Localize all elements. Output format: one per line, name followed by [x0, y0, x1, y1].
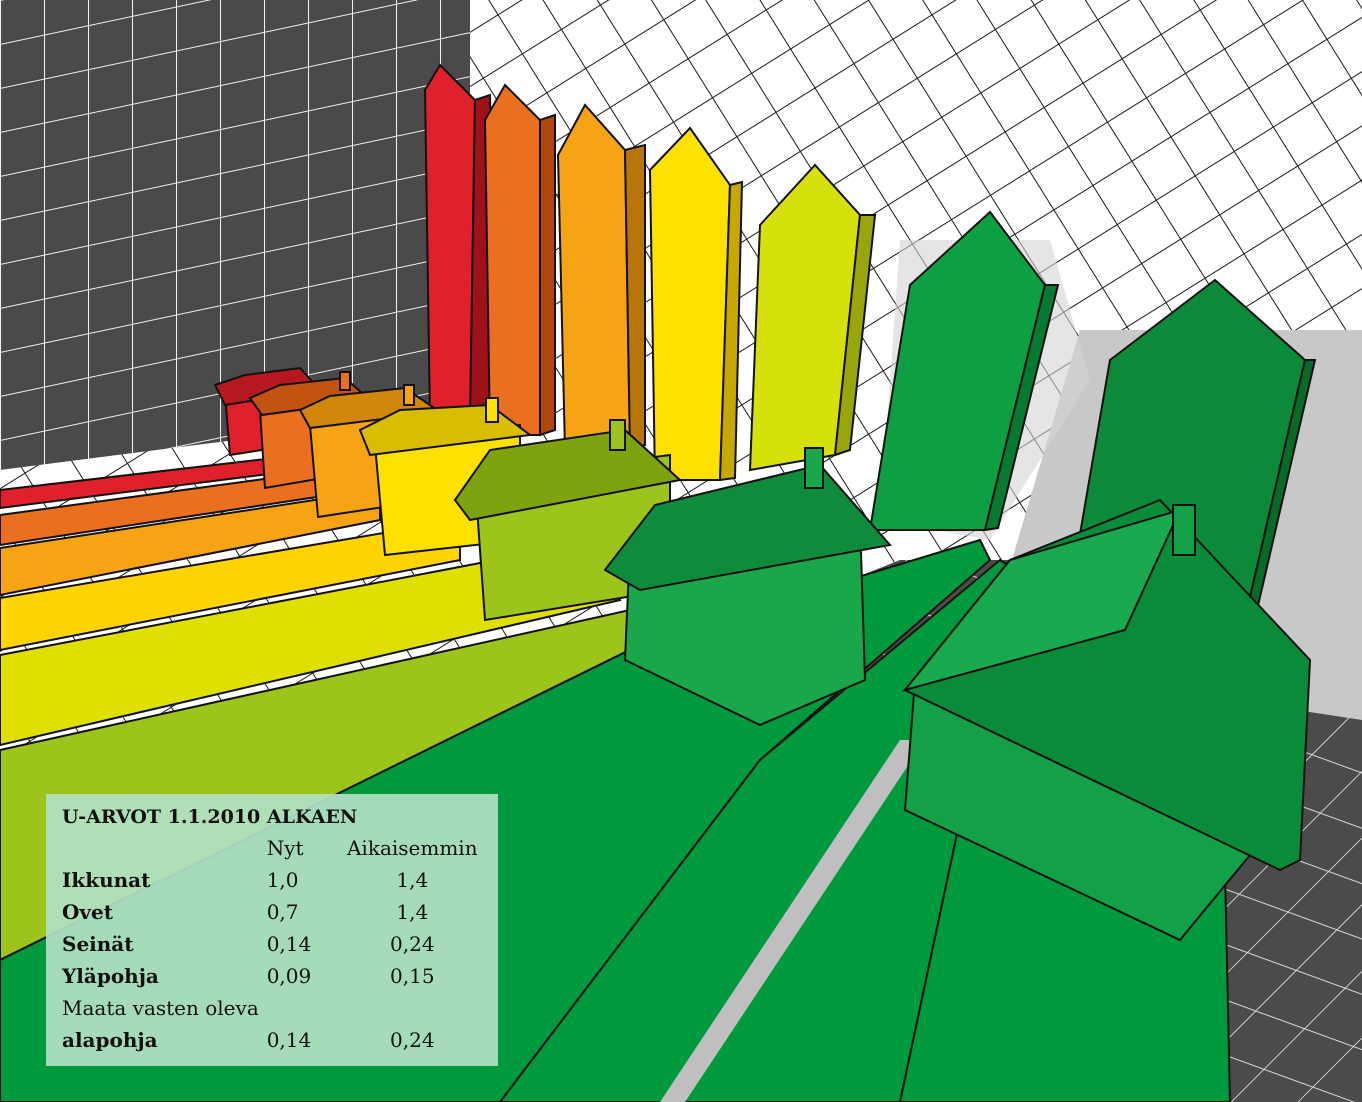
stripe-c — [0, 538, 622, 747]
table-row: Yläpohja 0,09 0,15 — [62, 960, 482, 992]
row-now — [267, 992, 343, 1024]
row-before: 0,15 — [390, 964, 435, 988]
row-now: 0,14 — [266, 1028, 312, 1052]
row-label: alapohja — [62, 1028, 158, 1052]
table-row: Seinät 0,14 0,24 — [62, 928, 482, 960]
arrow-c — [748, 163, 877, 472]
dark-grid-wall — [0, 0, 470, 470]
table-row: Ikkunat 1,0 1,4 — [62, 864, 482, 896]
row-now: 0,7 — [266, 900, 299, 924]
row-before: 0,24 — [390, 1028, 435, 1052]
arrow-b — [868, 210, 1060, 532]
row-label: Maata vasten oleva — [62, 996, 259, 1020]
row-now: 0,09 — [266, 964, 312, 988]
row-label: Seinät — [62, 932, 134, 956]
row-before: 1,4 — [396, 900, 429, 924]
stripe-d — [0, 518, 461, 652]
table-row: Maata vasten oleva — [62, 992, 482, 1024]
arrow-d — [648, 126, 744, 482]
table-header-row: Nyt Aikaisemmin — [62, 832, 482, 864]
arrow-g — [423, 63, 497, 422]
u-value-title: U-ARVOT 1.1.2010 ALKAEN — [62, 806, 358, 828]
stripe-e — [0, 488, 381, 597]
house-a — [902, 498, 1312, 942]
arrow-e — [556, 103, 646, 452]
u-value-table: Nyt Aikaisemmin Ikkunat 1,0 1,4 Ovet 0,7… — [62, 832, 482, 1056]
row-label: Ikkunat — [62, 868, 151, 892]
row-label: Yläpohja — [62, 964, 159, 988]
header-before: Aikaisemmin — [346, 836, 478, 860]
row-before — [343, 992, 482, 1024]
table-row: alapohja 0,14 0,24 — [62, 1024, 482, 1056]
header-now: Nyt — [266, 836, 304, 860]
row-before: 1,4 — [396, 868, 429, 892]
row-label: Ovet — [62, 900, 114, 924]
row-now: 0,14 — [266, 932, 312, 956]
arrow-f — [483, 83, 556, 437]
header-empty — [62, 832, 267, 864]
house-b — [603, 447, 892, 727]
row-now: 1,0 — [266, 868, 299, 892]
u-value-table-panel: U-ARVOT 1.1.2010 ALKAEN Nyt Aikaisemmin … — [46, 794, 498, 1066]
floor-light-strip — [660, 740, 925, 1102]
table-row: Ovet 0,7 1,4 — [62, 896, 482, 928]
row-before: 0,24 — [390, 932, 435, 956]
